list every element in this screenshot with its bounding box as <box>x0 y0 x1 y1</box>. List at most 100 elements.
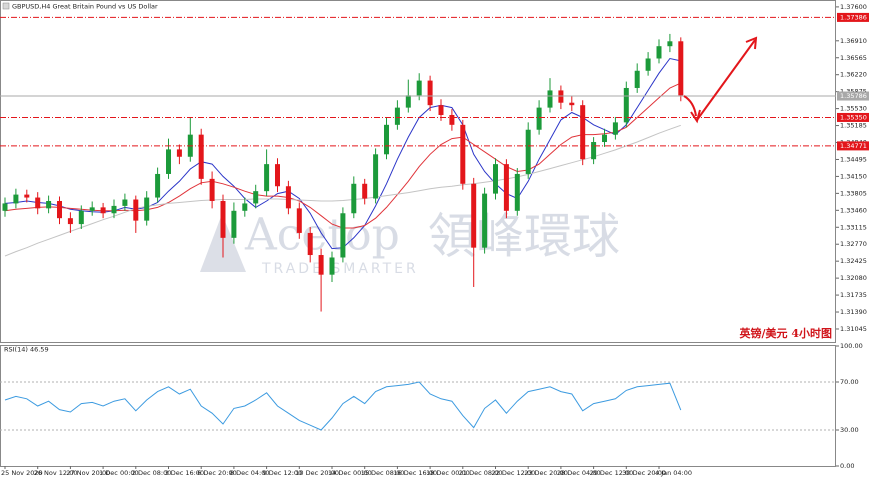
candle-body <box>340 213 346 258</box>
y-tick-label: 70.00 <box>840 378 859 386</box>
candle-body <box>144 197 150 221</box>
x-tick-label: 1 Dec 00:00 <box>99 469 139 477</box>
main-panel <box>0 0 836 343</box>
candle-body <box>634 70 640 88</box>
candle-body <box>318 255 324 275</box>
symbol-icon <box>2 2 10 10</box>
candle-body <box>166 149 171 174</box>
y-tick-label: 1.36910 <box>840 37 867 45</box>
y-tick-label: 1.32425 <box>840 257 867 265</box>
candle-body <box>503 164 509 211</box>
candle-body <box>667 41 673 47</box>
candle-body <box>493 164 498 194</box>
y-tick-label: 1.37600 <box>840 3 867 11</box>
candle-body <box>100 207 106 214</box>
x-tick-label: 18 Dec 00:00 <box>426 469 470 477</box>
candle-body <box>13 194 19 204</box>
x-tick-label: 30 Dec 20:00 <box>622 469 666 477</box>
candle-body <box>645 58 651 71</box>
x-tick-label: 9 Dec 12:00 <box>263 469 303 477</box>
x-tick-label: 16 Dec 16:00 <box>393 469 437 477</box>
candle-body <box>591 142 597 160</box>
y-tick-label: 1.33115 <box>840 223 867 231</box>
candle-body <box>569 102 575 106</box>
y-tick-label: 1.36220 <box>840 71 867 79</box>
candle-body <box>580 105 586 160</box>
x-tick-label: 21 Dec 08:00 <box>459 469 503 477</box>
x-tick-label: 29 Dec 12:00 <box>590 469 634 477</box>
level-label: 1.35786 <box>840 92 867 100</box>
y-tick-label: 100.00 <box>840 342 863 350</box>
candle-body <box>623 87 629 123</box>
candle-body <box>198 134 204 179</box>
candle-body <box>612 122 618 135</box>
candle-body <box>89 207 95 211</box>
level-label-box <box>837 141 869 151</box>
x-tick-label: 14 Dec 00:00 <box>328 469 372 477</box>
candle-body <box>656 46 662 59</box>
x-tick-label: 2 Dec 08:00 <box>132 469 172 477</box>
candle-body <box>373 154 379 199</box>
candle-body <box>35 197 41 209</box>
x-tick-label: 15 Dec 08:00 <box>361 469 405 477</box>
y-tick-label: 1.34495 <box>840 155 867 163</box>
candle-body <box>264 164 270 192</box>
x-tick-label: 6 Dec 20:00 <box>197 469 237 477</box>
x-tick-label: 25 Nov 2020 <box>1 469 43 477</box>
level-label: 1.35350 <box>840 113 867 121</box>
candle-body <box>78 210 84 225</box>
candle-body <box>482 193 488 248</box>
candle-body <box>307 232 313 256</box>
candle-body <box>394 107 400 125</box>
y-tick-label: 1.33460 <box>840 206 867 214</box>
candle-body <box>24 194 30 198</box>
x-tick-label: 22 Dec 12:00 <box>492 469 536 477</box>
candle-body <box>67 218 73 225</box>
y-tick-label: 1.33805 <box>840 189 867 197</box>
x-tick-label: 8 Dec 04:00 <box>230 469 270 477</box>
x-tick-label: 3 Dec 16:00 <box>165 469 205 477</box>
candle-body <box>351 183 357 214</box>
watermark-brand: Acetop <box>244 210 400 261</box>
candle-body <box>275 164 280 187</box>
y-tick-label: 1.32770 <box>840 240 867 248</box>
candle-body <box>57 200 62 219</box>
watermark-tagline: TRADE SMARTER <box>261 261 419 277</box>
candle-body <box>209 178 215 201</box>
x-tick-label: 28 Dec 04:00 <box>557 469 601 477</box>
y-tick-label: 1.35185 <box>840 122 867 130</box>
candle-body <box>111 205 117 214</box>
x-tick-label: 27 Nov 20:00 <box>66 469 110 477</box>
candle-body <box>362 183 368 199</box>
level-label: 1.34771 <box>840 142 867 150</box>
y-tick-label: 30.00 <box>840 426 859 434</box>
candle-body <box>678 41 684 96</box>
plot-layer: 1.376001.369101.365651.362201.358751.355… <box>0 3 869 477</box>
x-tick-label: 10 Dec 20:00 <box>295 469 339 477</box>
y-tick-label: 1.35530 <box>840 105 867 113</box>
candle-body <box>602 134 607 143</box>
y-tick-label: 1.36565 <box>840 54 867 62</box>
watermark: Acetop 領峰環球 TRADE SMARTER <box>200 209 620 277</box>
candle-body <box>384 124 389 155</box>
candle-body <box>416 80 422 96</box>
level-label-box <box>837 12 869 22</box>
arrow-up-head <box>745 36 758 50</box>
candle-body <box>285 186 291 209</box>
arrow-up <box>696 39 756 121</box>
candle-body <box>133 199 139 221</box>
candle-body <box>438 105 444 115</box>
y-tick-label: 1.31045 <box>840 325 867 333</box>
candle-body <box>525 129 531 174</box>
level-label: 1.37386 <box>840 13 867 21</box>
y-tick-label: 1.31735 <box>840 291 867 299</box>
candle-body <box>536 107 542 130</box>
candle-body <box>220 200 226 238</box>
x-tick-label: 23 Dec 20:00 <box>524 469 568 477</box>
candle-body <box>176 149 182 157</box>
rsi-title: RSI(14) 46.59 <box>4 346 49 354</box>
y-tick-label: 1.32080 <box>840 274 867 282</box>
y-tick-label: 1.34150 <box>840 172 867 180</box>
